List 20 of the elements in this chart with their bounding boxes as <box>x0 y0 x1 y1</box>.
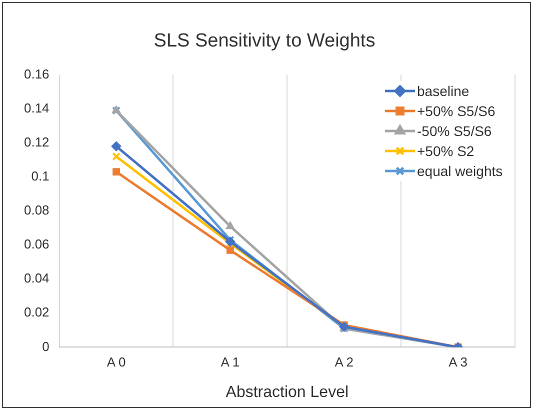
x-axis-title: Abstraction Level <box>226 384 349 401</box>
legend-label: equal weights <box>417 162 503 181</box>
x-tick-label: A 2 <box>334 354 354 370</box>
legend-label: +50% S2 <box>417 142 474 161</box>
y-tick-label: 0.04 <box>24 270 50 286</box>
y-tick-label: 0.02 <box>24 304 50 320</box>
y-tick-label: 0.08 <box>24 202 50 218</box>
legend-label: +50% S5/S6 <box>417 102 496 121</box>
y-tick-label: 0.16 <box>24 66 50 82</box>
y-tick-label: 0.12 <box>24 134 50 150</box>
legend-label: baseline <box>417 82 470 101</box>
x-tick-label: A 0 <box>106 354 126 370</box>
y-tick-label: 0.14 <box>24 100 50 116</box>
y-tick-label: 0 <box>42 338 50 354</box>
chart-title: SLS Sensitivity to Weights <box>154 30 376 52</box>
x-tick-label: A 3 <box>448 354 468 370</box>
x-tick-label: A 1 <box>220 354 240 370</box>
y-tick-label: 0.06 <box>24 236 50 252</box>
y-tick-label: 0.1 <box>31 168 50 184</box>
legend-label: -50% S5/S6 <box>417 122 492 141</box>
